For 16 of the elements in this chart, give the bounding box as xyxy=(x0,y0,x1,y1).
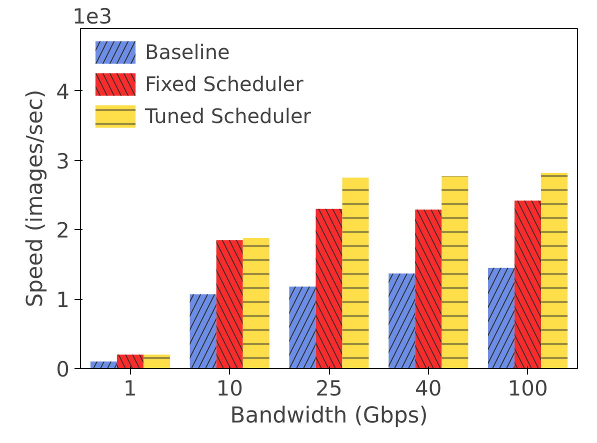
x-tick-label: 25 xyxy=(316,376,342,400)
legend-label: Fixed Scheduler xyxy=(145,72,304,96)
y-tick-label: 4 xyxy=(56,80,70,104)
x-tick-label: 40 xyxy=(415,376,442,400)
y-tick-label: 2 xyxy=(56,218,70,243)
y-axis-title: Speed (images/sec) xyxy=(23,90,48,308)
x-axis-title: Bandwidth (Gbps) xyxy=(230,404,428,428)
y-tick-label: 0 xyxy=(56,358,70,382)
x-tick-label: 10 xyxy=(216,376,243,400)
x-tick-label: 100 xyxy=(508,376,548,400)
legend-label: Tuned Scheduler xyxy=(145,104,312,128)
legend-label: Baseline xyxy=(145,40,230,64)
annotation: 1e3 xyxy=(72,4,112,28)
y-tick-label: 3 xyxy=(56,149,70,174)
y-tick-label: 1 xyxy=(56,288,70,312)
x-tick-label: 1 xyxy=(124,376,137,400)
